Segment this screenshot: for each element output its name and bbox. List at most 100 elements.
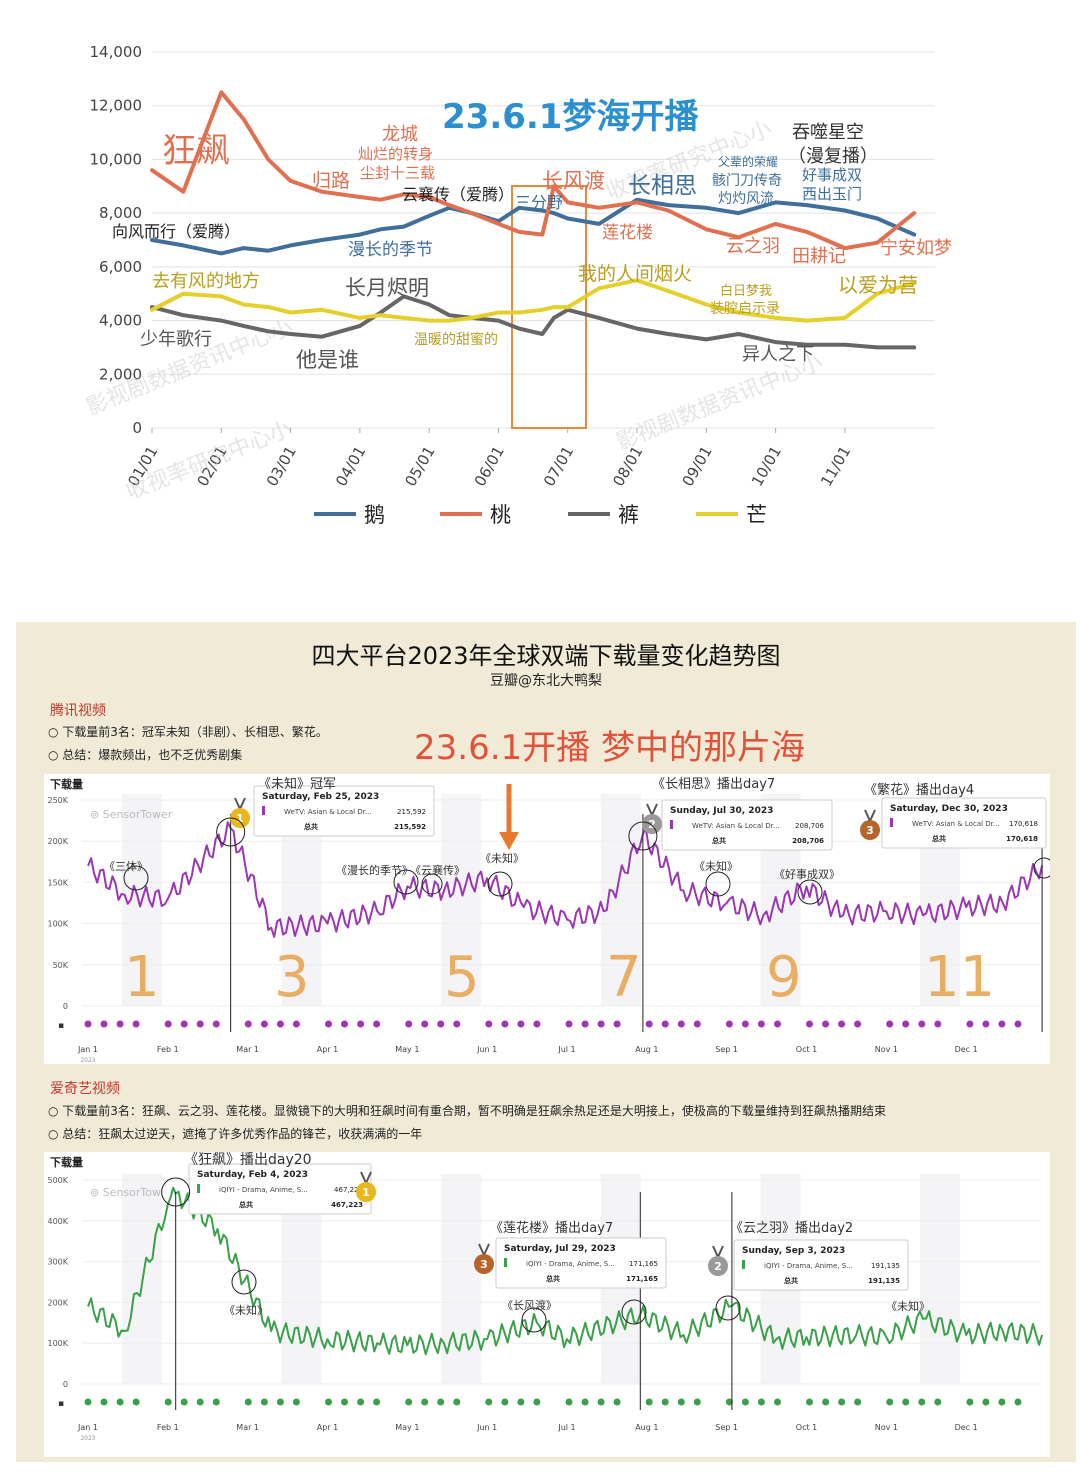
iqiyi-note-1: ○ 下载量前3名：狂飙、云之羽、莲花楼。显微镜下的大明和狂飙时间有重合期，暂不明… (48, 1102, 886, 1119)
x-tick-label: Dec 1 (955, 1045, 978, 1054)
event-marker (644, 1397, 654, 1407)
event-marker (981, 1019, 991, 1029)
iqiyi-chart-panel: 下载量 0 100K 200K 300K 400K 500K ⊚ SensorTow ▪ Jan … (44, 1152, 1050, 1457)
y-tick-label: 6,000 (99, 258, 142, 276)
x-tick-label: Nov 1 (875, 1045, 898, 1054)
medal-ribbon-icon (646, 803, 658, 818)
event-marker (532, 1397, 542, 1407)
y-tick-label: 200K (47, 837, 68, 846)
ann-woderenjian: 我的人间烟火 (578, 263, 692, 285)
y-axis-title: 下载量 (50, 1155, 83, 1169)
medal-icon (708, 1256, 728, 1276)
iqiyi-chart-svg: 下载量 0 100K 200K 300K 400K 500K ⊚ SensorTow ▪ Jan … (47, 1152, 1044, 1442)
event-marker (596, 1397, 606, 1407)
ann-tiangengji: 田耕记 (792, 246, 846, 267)
event-marker (1013, 1397, 1023, 1407)
tooltip-bg (661, 799, 833, 851)
x-tick-label: 11/01 (817, 443, 854, 489)
tooltip-value: 191,135 (871, 1262, 900, 1270)
highlight-circle (797, 879, 823, 905)
tooltip-date: Saturday, Feb 4, 2023 (197, 1170, 308, 1180)
event-marker (275, 1397, 285, 1407)
x-tick-label: Mar 1 (236, 1423, 259, 1432)
highlight-circle (628, 821, 658, 851)
event-marker (901, 1019, 911, 1029)
x-tick-label: Oct 1 (796, 1045, 817, 1054)
event-marker (372, 1019, 382, 1029)
event-marker (933, 1019, 943, 1029)
watermark-4: 影视剧数据资讯中心小 (613, 350, 826, 456)
event-marker (837, 1397, 847, 1407)
event-marker (163, 1397, 173, 1407)
ann-zhuozhuo: 灼灼风流 (718, 191, 774, 207)
x-tick-label: Feb 1 (157, 1423, 179, 1432)
x-tick-label: Dec 1 (955, 1423, 978, 1432)
event-marker (83, 1019, 93, 1029)
highlight-circle (715, 1295, 741, 1321)
tooltip-card: Saturday, Feb 25, 2023 WeTV: Asian & Loca… (253, 785, 435, 837)
medal-number: 1 (236, 812, 244, 825)
event-marker (724, 1019, 734, 1029)
comment-icon: ▪ (58, 1399, 64, 1409)
y-tick-label: 10,000 (90, 150, 143, 168)
highlight-circle (161, 1177, 191, 1207)
tooltip-app: WeTV: Asian & Local Dr... (284, 808, 372, 816)
tencent-note-2: ○ 总结：爆款频出，也不乏优秀剧集 (48, 746, 242, 763)
highlight-circle (705, 871, 731, 897)
tooltip-series-swatch (890, 818, 893, 827)
event-marker (692, 1019, 702, 1029)
ann-sanfenye: 三分野 (515, 193, 563, 212)
event-marker (484, 1019, 494, 1029)
x-tick-label: Jun 1 (476, 1045, 497, 1054)
event-marker (612, 1019, 622, 1029)
medal-number: 1 (362, 1186, 370, 1199)
x-tick-label: 07/01 (540, 443, 577, 489)
highlight-circle (421, 873, 443, 895)
tooltip-date: Saturday, Feb 25, 2023 (262, 792, 379, 802)
event-marker (917, 1397, 927, 1407)
tooltip-card: Sunday, Sep 3, 2023 iQIYI - Drama, Anime,… (733, 1239, 909, 1291)
event-marker (740, 1397, 750, 1407)
tencent-note-1: ○ 下载量前3名：冠军未知（非剧）、长相思、繁花。 (48, 723, 328, 740)
ann-yiaiweiying: 以爱为营 (838, 273, 918, 297)
highlight-circle (123, 865, 149, 891)
legend-label: 裤 (618, 503, 639, 527)
event-marker (676, 1019, 686, 1029)
tooltip-total: 467,223 (331, 1201, 363, 1209)
ann-fuzi: 父辈的荣耀 (718, 154, 778, 169)
tooltip-card: Sunday, Jul 30, 2023 WeTV: Asian & Local … (661, 799, 833, 851)
ann-xiangfeng: 向风而行（爱腾） (112, 222, 240, 241)
ann-changfengdu: 长风渡 (542, 169, 605, 193)
event-marker (885, 1019, 895, 1029)
medal-ribbon-icon (864, 809, 876, 824)
y-tick-label: 0 (132, 419, 142, 437)
y-tick-label: 4,000 (99, 312, 142, 330)
event-marker (805, 1019, 814, 1029)
y-tick-label: 0 (63, 1002, 68, 1011)
ann-yirenzhixia: 异人之下 (742, 344, 814, 365)
tooltip-total-label: 总共 (239, 1200, 253, 1209)
iqiyi-note-2-text: 总结：狂飙太过逆天，遮掩了许多优秀作品的锋芒，收获满满的一年 (62, 1127, 423, 1141)
tencent-section-title: 腾讯视频 (50, 703, 106, 719)
chart-annotation: 《长相思》播出day7 (652, 777, 775, 792)
tooltip-series-swatch (262, 806, 265, 815)
event-marker (596, 1019, 606, 1029)
chart-annotation: 《漫长的季节》 (336, 863, 413, 877)
x-tick-label: 09/01 (679, 443, 716, 489)
event-marker (259, 1397, 269, 1407)
chart-annotation: 《未知》冠军 (258, 776, 336, 792)
y-tick-label: 8,000 (99, 204, 142, 222)
tooltip-app: WeTV: Asian & Local Dr... (912, 820, 1000, 828)
x-tick-label: Jan 1 (77, 1045, 98, 1054)
ann-manfubo: （漫复播） (788, 146, 878, 167)
x-tick-label: 06/01 (471, 443, 508, 489)
iqiyi-note-2: ○ 总结：狂飙太过逆天，遮掩了许多优秀作品的锋芒，收获满满的一年 (48, 1125, 422, 1142)
arrow-head-icon (499, 832, 519, 850)
y-tick-label: 100K (47, 920, 68, 929)
sensor-tower-watermark: ⊚ SensorTower (90, 808, 173, 821)
event-marker (756, 1397, 766, 1407)
ann-changyue: 长月烬明 (345, 276, 429, 300)
tencent-note-2-text: 总结：爆款频出，也不乏优秀剧集 (62, 748, 243, 762)
chart-annotation: 《好事成双》 (774, 867, 840, 881)
tooltip-card: Saturday, Dec 30, 2023 WeTV: Asian & Loca… (881, 797, 1047, 849)
